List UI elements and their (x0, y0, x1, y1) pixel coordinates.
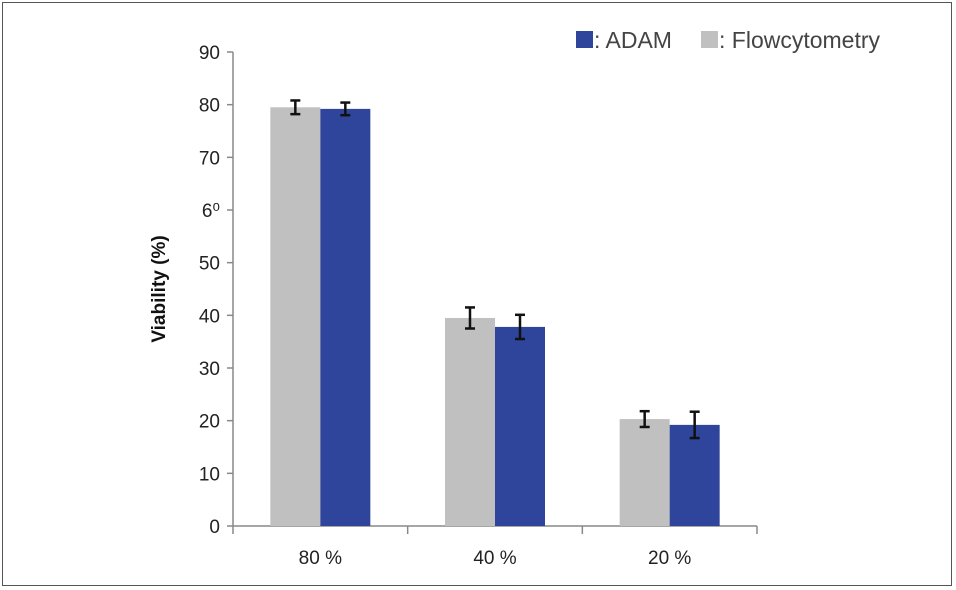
y-tick-label: 50 (199, 254, 220, 275)
y-axis-label: Viability (%) (149, 235, 170, 342)
x-tick-label: 20 % (648, 548, 691, 569)
y-tick-label: 80 (199, 96, 220, 117)
x-tick-label: 40 % (473, 548, 516, 569)
bar (495, 326, 545, 526)
y-tick-label: 30 (199, 359, 220, 380)
y-tick-label: 6⁰ (202, 201, 220, 222)
y-tick-label: 40 (199, 306, 220, 327)
legend-swatch (701, 31, 718, 48)
y-tick-label: 70 (199, 148, 220, 169)
bar (270, 107, 321, 527)
legend-swatch (576, 31, 593, 48)
y-tick-label: 0 (209, 517, 220, 538)
y-tick-label: 20 (199, 412, 220, 433)
bar (619, 419, 670, 526)
legend-label: : Flowcytometry (719, 27, 881, 53)
y-tick-label: 10 (199, 464, 220, 485)
bar (320, 108, 371, 526)
y-tick-label: 90 (199, 43, 220, 64)
bar (445, 317, 495, 526)
bar (669, 424, 720, 526)
legend-label: : ADAM (594, 27, 672, 53)
x-tick-label: 80 % (299, 548, 342, 569)
